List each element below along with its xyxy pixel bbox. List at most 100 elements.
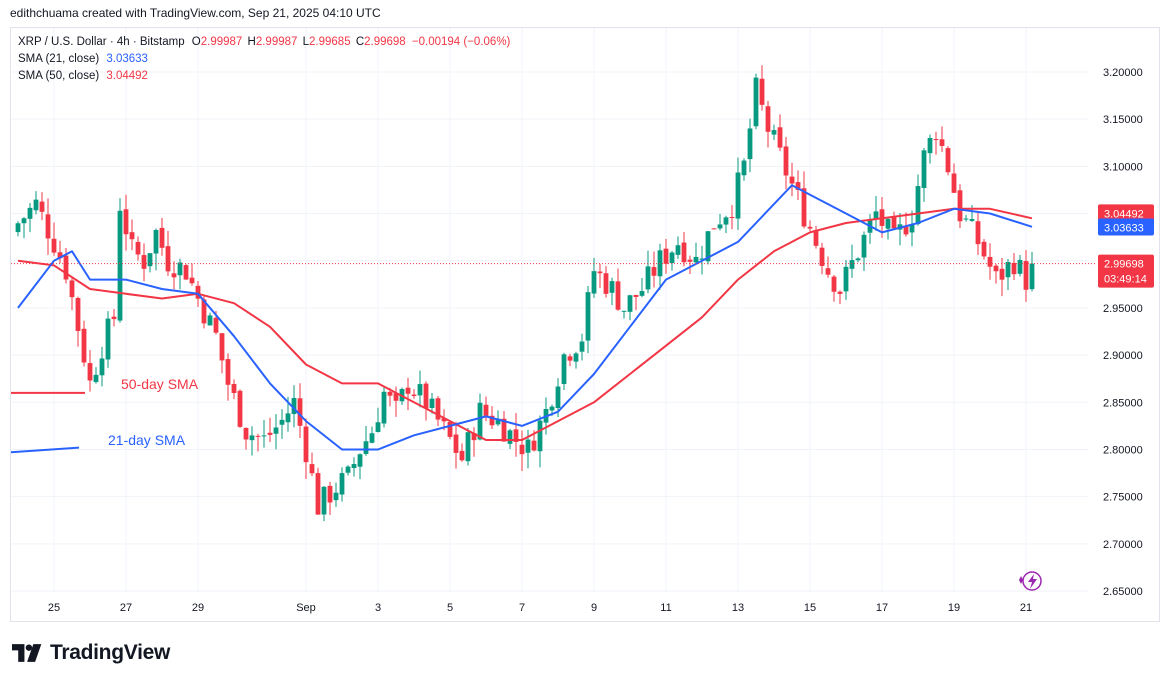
- candle-up: [861, 234, 867, 258]
- lightning-bolt: [1028, 574, 1037, 589]
- price-change: −0.00194 (−0.06%): [411, 36, 511, 48]
- lightning-circle: [1022, 571, 1042, 591]
- tradingview-logo-icon: [12, 644, 42, 662]
- candle-up: [705, 231, 711, 262]
- candle-down: [225, 359, 231, 385]
- candle-down: [951, 173, 957, 193]
- tradingview-logo-text: TradingView: [50, 641, 171, 664]
- candle-down: [681, 242, 687, 263]
- time-tick-label: 7: [519, 602, 525, 614]
- candle-down: [567, 356, 573, 361]
- time-tick-label: 21: [1020, 602, 1032, 614]
- symbol-legend-row[interactable]: XRP / U.S. Dollar · 4h · Bitstamp O2.999…: [18, 34, 510, 51]
- chart-frame[interactable]: [10, 27, 1160, 622]
- candle-down: [903, 225, 909, 235]
- candle-up: [675, 245, 681, 255]
- last-price-badge: 2.99698: [1104, 259, 1144, 271]
- lightning-icon[interactable]: [1019, 571, 1042, 591]
- candle-down: [237, 390, 243, 427]
- candle-up: [735, 172, 741, 219]
- price-tick-label: 2.90000: [1103, 350, 1143, 362]
- candle-down: [213, 317, 219, 333]
- price-tick-label: 3.15000: [1103, 114, 1143, 126]
- time-tick-label: 5: [447, 602, 453, 614]
- candle-up: [885, 218, 891, 229]
- candle-up: [693, 256, 699, 263]
- candle-down: [975, 221, 981, 245]
- candle-down: [783, 146, 789, 176]
- countdown-badge: 03:49:14: [1104, 274, 1147, 286]
- candle-down: [933, 139, 939, 141]
- candle-down: [165, 246, 171, 272]
- time-tick-label: 27: [120, 602, 132, 614]
- candle-down: [519, 444, 525, 455]
- candle-up: [381, 391, 387, 424]
- candle-up: [963, 218, 969, 220]
- candle-down: [987, 256, 993, 267]
- ohlc-high-value: 2.99987: [255, 36, 298, 48]
- candle-down: [447, 422, 453, 437]
- candle-down: [483, 404, 489, 416]
- candle-down: [729, 217, 735, 219]
- legend: XRP / U.S. Dollar · 4h · Bitstamp O2.999…: [18, 34, 510, 85]
- candle-up: [99, 358, 105, 376]
- time-axis: 25 27 29 Sep 3 5 7 9 11 13 15 17 19 21: [48, 602, 1032, 614]
- candle-up: [345, 466, 351, 473]
- candle-up: [723, 217, 729, 225]
- candle-down: [471, 433, 477, 441]
- sma21-legend-value: 3.03633: [106, 53, 148, 65]
- candle-down: [759, 78, 765, 105]
- candle-up: [927, 137, 933, 154]
- time-tick-label: Sep: [296, 602, 316, 614]
- candle-up: [273, 427, 279, 434]
- sma21-legend-label: SMA (21, close): [18, 53, 100, 65]
- sma50-line: [17, 207, 1033, 441]
- candle-down: [309, 464, 315, 474]
- price-tick-label: 2.95000: [1103, 303, 1143, 315]
- candle-up: [105, 318, 111, 360]
- sma21-legend-row[interactable]: SMA (21, close) 3.03633: [18, 51, 510, 68]
- candle-down: [603, 273, 609, 294]
- time-tick-label: 3: [375, 602, 381, 614]
- candle-up: [429, 398, 435, 408]
- candle-down: [813, 229, 819, 246]
- time-tick-label: 25: [48, 602, 60, 614]
- tradingview-logo[interactable]: TradingView: [12, 641, 170, 665]
- candle-down: [219, 333, 225, 361]
- time-tick-label: 9: [591, 602, 597, 614]
- candle-up: [507, 430, 513, 444]
- candle-down: [789, 176, 795, 184]
- candle-down: [687, 259, 693, 262]
- candle-up: [321, 486, 327, 515]
- candle-up: [21, 218, 27, 224]
- candle-up: [843, 266, 849, 292]
- candle-up: [291, 397, 297, 415]
- candle-down: [297, 398, 303, 426]
- candle-up: [1017, 259, 1023, 274]
- sma21-annotation-line: [10, 446, 80, 454]
- candle-down: [303, 426, 309, 463]
- candle-down: [423, 383, 429, 409]
- candle-up: [591, 271, 597, 294]
- candle-down: [441, 418, 447, 422]
- candle-down: [69, 280, 75, 298]
- candle-down: [615, 281, 621, 310]
- candle-down: [255, 435, 261, 437]
- candle-up: [555, 386, 561, 408]
- annotations: 50-day SMA 21-day SMA: [10, 376, 199, 454]
- candle-down: [891, 216, 897, 229]
- sma50-legend-row[interactable]: SMA (50, close) 3.04492: [18, 68, 510, 85]
- candle-up: [669, 252, 675, 264]
- candle-up: [549, 406, 555, 411]
- candle-up: [333, 492, 339, 501]
- candle-up: [27, 207, 33, 219]
- candle-down: [531, 440, 537, 451]
- candle-down: [183, 265, 189, 280]
- candle-down: [795, 182, 801, 190]
- candle-up: [915, 186, 921, 225]
- candle-up: [921, 150, 927, 188]
- candle-down: [135, 241, 141, 255]
- candle-down: [651, 267, 657, 276]
- price-tick-label: 2.85000: [1103, 397, 1143, 409]
